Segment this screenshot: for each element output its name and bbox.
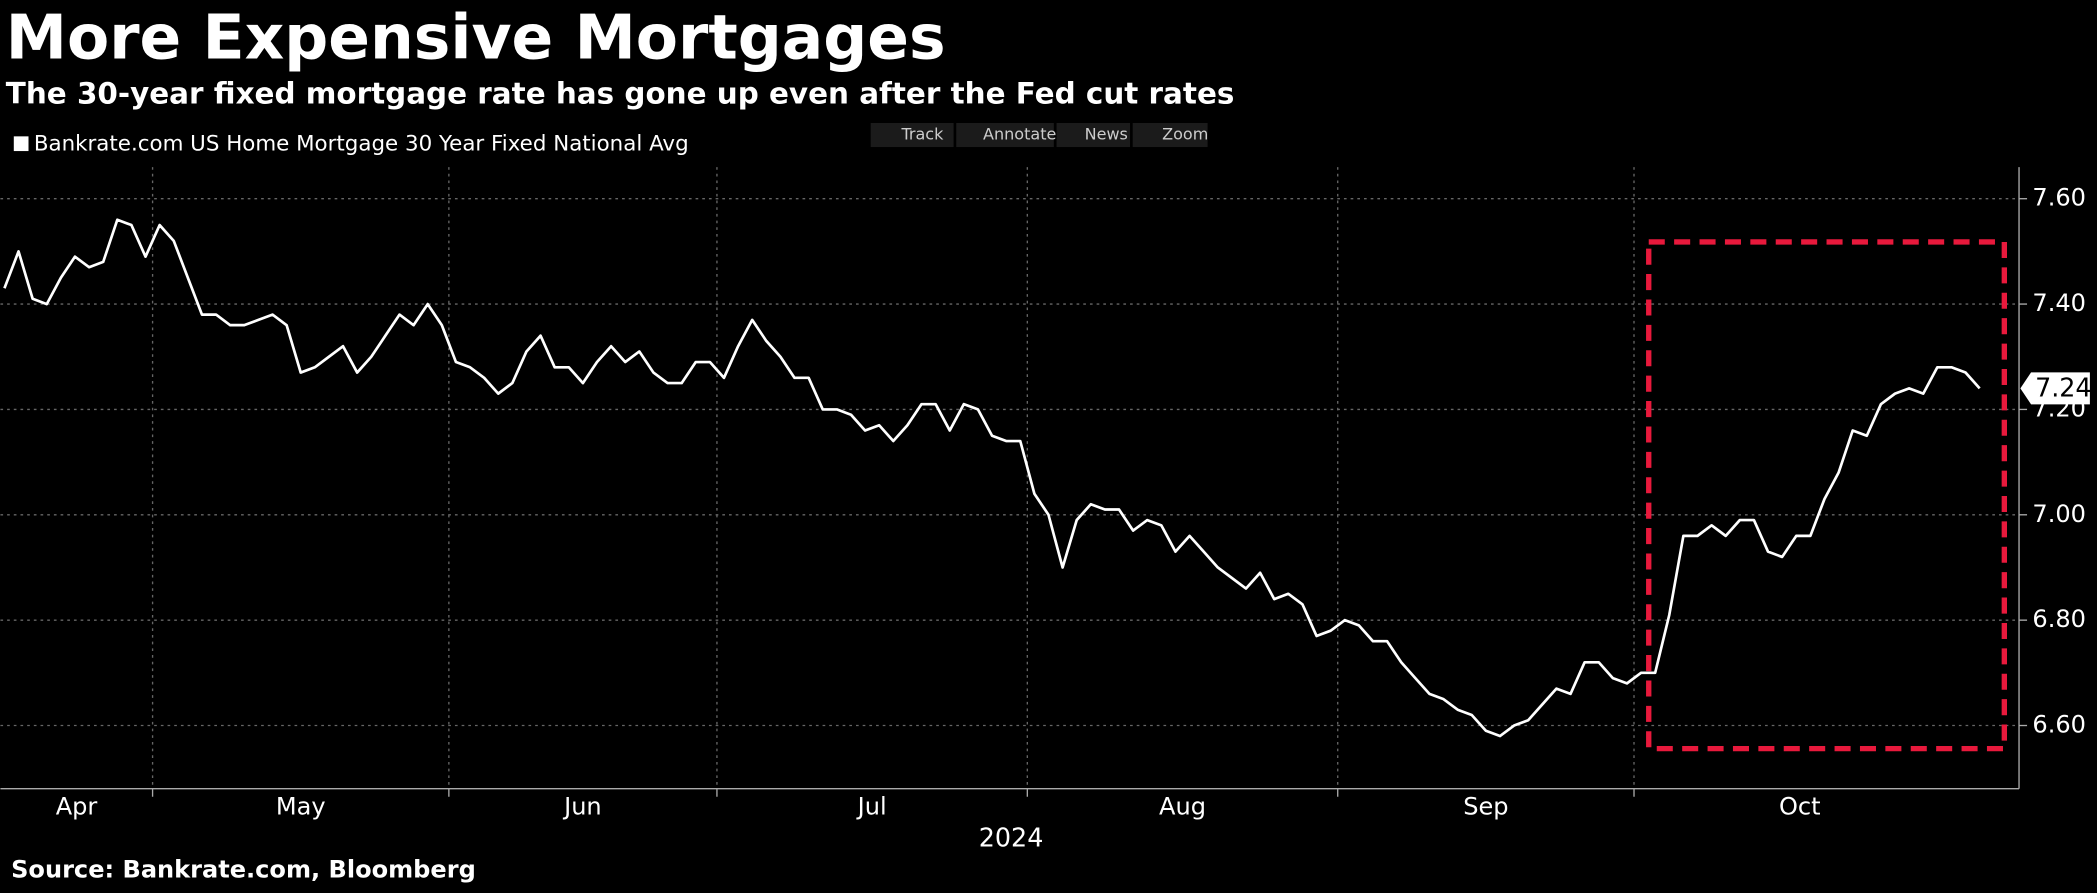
toolbar-label[interactable]: Annotate: [983, 125, 1056, 144]
x-tick-label: Apr: [56, 792, 98, 820]
toolbar-label[interactable]: Track: [900, 125, 944, 144]
toolbar-label[interactable]: News: [1085, 125, 1128, 144]
x-tick-label: Aug: [1159, 792, 1206, 820]
last-value-label: 7.24: [2035, 373, 2092, 403]
y-tick-label: 7.00: [2032, 500, 2086, 528]
chart-subtitle: The 30-year fixed mortgage rate has gone…: [6, 76, 1235, 110]
source: Source: Bankrate.com, Bloomberg: [11, 855, 476, 883]
toolbar-label[interactable]: Zoom: [1162, 125, 1208, 144]
x-tick-label: May: [276, 792, 326, 820]
legend-swatch: [13, 136, 29, 152]
y-tick-label: 7.60: [2032, 184, 2086, 212]
highlight-box: [1646, 239, 2008, 752]
last-value-tag: [2020, 372, 2090, 405]
y-tick-label: 7.40: [2032, 289, 2086, 317]
x-tick-label: Jul: [856, 792, 887, 820]
toolbar-button[interactable]: [956, 122, 1054, 148]
x-tick-label: Oct: [1779, 792, 1821, 820]
chart-title: More Expensive Mortgages: [6, 2, 946, 74]
x-tick-label: Jun: [562, 792, 602, 820]
toolbar: Track Annotate News Zoom: [870, 122, 1208, 148]
toolbar-button[interactable]: [870, 122, 954, 148]
y-tick-label: 6.80: [2032, 605, 2086, 633]
line-series: [3, 218, 1981, 738]
toolbar-button[interactable]: [1056, 122, 1131, 148]
x-tick-label: Sep: [1463, 792, 1508, 820]
x-axis-label: 2024: [979, 823, 1044, 853]
legend-label: Bankrate.com US Home Mortgage 30 Year Fi…: [34, 131, 689, 156]
toolbar-button[interactable]: [1132, 122, 1208, 148]
y-tick-label: 6.60: [2032, 711, 2086, 739]
